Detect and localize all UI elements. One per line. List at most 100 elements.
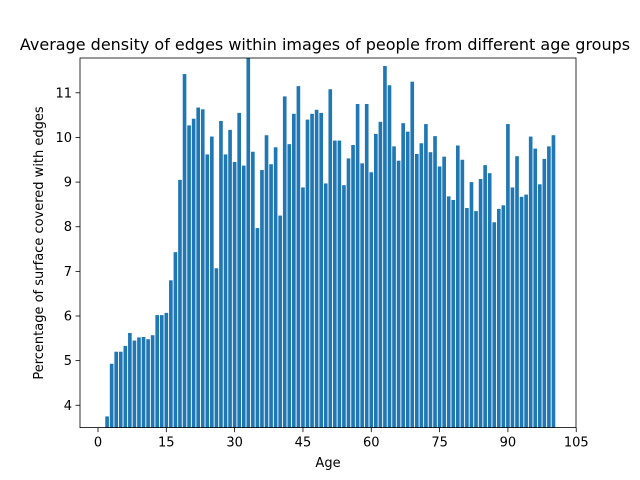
bar xyxy=(232,162,237,428)
bar xyxy=(255,228,260,428)
bar xyxy=(301,187,305,428)
bar xyxy=(469,182,474,428)
x-axis: 0 15 30 45 60 75 90 105 xyxy=(94,427,589,451)
bar xyxy=(241,165,246,428)
bar xyxy=(346,158,351,428)
bar xyxy=(287,144,292,428)
y-tick-label: 4 xyxy=(64,399,72,414)
bar xyxy=(510,187,515,428)
x-tick-label: 90 xyxy=(500,436,517,451)
bar xyxy=(451,199,456,428)
bar xyxy=(219,120,223,428)
chart-title: Average density of edges within images o… xyxy=(20,35,630,54)
x-axis-label: Age xyxy=(315,456,340,471)
y-axis: 4 5 6 7 8 9 10 11 xyxy=(55,86,80,414)
bar xyxy=(401,123,405,428)
bar xyxy=(492,222,497,428)
bar xyxy=(228,129,232,428)
bar xyxy=(446,196,451,428)
bar xyxy=(515,156,519,428)
bar xyxy=(146,339,150,428)
bar xyxy=(333,140,337,428)
bar xyxy=(296,86,301,428)
x-tick-label: 30 xyxy=(226,436,243,451)
bar xyxy=(424,124,428,428)
bar xyxy=(506,124,510,428)
bar xyxy=(369,172,374,428)
bar xyxy=(374,133,378,428)
bar xyxy=(178,179,182,428)
y-axis-label: Percentage of surface covered with edges xyxy=(32,106,47,380)
bar xyxy=(251,151,255,428)
bar xyxy=(191,118,196,428)
bar xyxy=(355,103,360,428)
bar xyxy=(524,194,528,428)
x-tick-label: 15 xyxy=(158,436,175,451)
bars-layer xyxy=(105,58,556,428)
bar xyxy=(109,363,114,428)
x-tick-label: 0 xyxy=(94,436,102,451)
bar xyxy=(246,58,251,428)
bar xyxy=(351,145,355,428)
bar xyxy=(405,131,410,428)
bar xyxy=(528,136,533,428)
bar xyxy=(128,332,132,428)
bar xyxy=(537,184,542,428)
bar xyxy=(483,165,487,428)
bar xyxy=(132,340,137,428)
bar xyxy=(319,112,323,428)
bar xyxy=(305,119,310,428)
bar xyxy=(342,185,346,428)
bar xyxy=(442,156,446,428)
bar xyxy=(519,196,524,428)
y-tick-label: 11 xyxy=(55,86,72,101)
bar xyxy=(200,109,205,428)
bar xyxy=(141,336,146,428)
y-tick-label: 9 xyxy=(64,176,72,191)
bar xyxy=(465,207,469,428)
bar xyxy=(273,147,278,428)
x-tick-label: 45 xyxy=(295,436,312,451)
y-tick-label: 10 xyxy=(55,131,72,146)
bar xyxy=(187,125,191,428)
bar xyxy=(542,158,547,428)
y-tick-label: 6 xyxy=(64,310,72,325)
bar xyxy=(501,205,506,428)
bar xyxy=(455,145,460,428)
bar xyxy=(496,208,501,428)
bar xyxy=(337,140,342,428)
bar xyxy=(214,268,219,428)
bar xyxy=(164,312,169,428)
bar xyxy=(169,280,173,428)
x-tick-label: 60 xyxy=(363,436,380,451)
bar xyxy=(292,113,296,428)
bar xyxy=(223,154,228,428)
bar xyxy=(383,66,387,428)
bar xyxy=(533,148,538,428)
bar xyxy=(237,112,241,428)
bar xyxy=(269,164,273,428)
bar xyxy=(460,159,465,428)
bar xyxy=(118,351,123,428)
bar xyxy=(437,166,442,428)
bar xyxy=(310,113,314,428)
bar xyxy=(378,121,383,428)
bar xyxy=(364,103,369,428)
bar xyxy=(150,335,155,428)
bar xyxy=(419,143,424,428)
y-tick-label: 7 xyxy=(64,265,72,280)
bar xyxy=(410,81,415,428)
bar xyxy=(182,74,187,428)
bar xyxy=(392,146,396,428)
bar xyxy=(264,135,269,428)
y-tick-label: 8 xyxy=(64,220,72,235)
bar xyxy=(478,178,483,428)
bar xyxy=(387,85,392,428)
bar xyxy=(105,416,109,428)
bar xyxy=(328,89,333,428)
plot-frame xyxy=(79,57,577,429)
bar xyxy=(260,170,264,428)
bar xyxy=(433,136,437,428)
bar xyxy=(547,146,551,428)
